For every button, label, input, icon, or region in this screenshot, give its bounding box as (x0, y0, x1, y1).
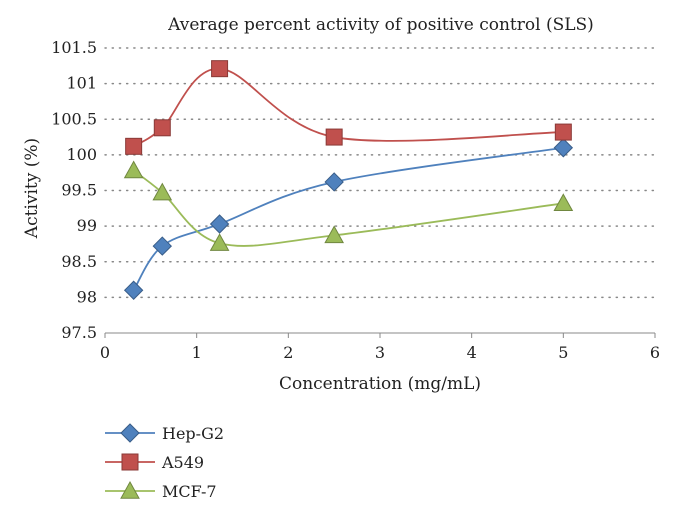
y-tick-label-98.5: 98.5 (61, 252, 97, 271)
data-point-hep-g2-0 (123, 280, 144, 300)
data-point-mcf-7-4 (553, 193, 574, 212)
y-tick-label-101: 101 (66, 74, 97, 93)
gridlines (104, 47, 656, 299)
series-hep-g2 (123, 138, 574, 300)
legend-label-hep-g2: Hep-G2 (162, 424, 224, 443)
legend-label-mcf-7: MCF-7 (162, 482, 217, 501)
x-tick-label-0: 0 (100, 343, 110, 362)
legend-entry-hep-g2: Hep-G2 (105, 423, 224, 443)
data-point-mcf-7-2 (209, 233, 230, 251)
series-line-mcf-7 (133, 169, 564, 247)
x-tick-label-5: 5 (558, 343, 568, 362)
data-point-hep-g2-4 (553, 138, 574, 158)
y-axis-label: Activity (%) (22, 138, 42, 239)
data-point-hep-g2-1 (152, 236, 172, 256)
series-mcf-7 (123, 160, 574, 251)
data-point-mcf-7-1 (152, 182, 173, 201)
legend-entry-a549: A549 (105, 453, 204, 472)
data-point-mcf-7-3 (324, 225, 345, 244)
series-a549 (125, 60, 572, 155)
y-tick-label-99.5: 99.5 (61, 181, 97, 200)
legend: Hep-G2 A549 MCF-7 (105, 423, 224, 501)
series-layer (123, 60, 574, 300)
y-tick-label-99: 99 (77, 216, 97, 235)
x-tick-label-1: 1 (192, 343, 202, 362)
y-tick-label-101.5: 101.5 (51, 38, 97, 57)
x-tick-label-4: 4 (467, 343, 477, 362)
x-tick-label-6: 6 (650, 343, 660, 362)
data-point-a549-2 (211, 60, 229, 78)
tick-labels: 97.5 98 98.5 99 99.5 100 100.5 101 101.5 0 1 2 3 4 5 6 (51, 38, 660, 362)
legend-marker-hep-g2 (120, 423, 140, 443)
y-tick-label-100: 100 (66, 145, 97, 164)
y-tick-label-98: 98 (77, 287, 97, 306)
legend-marker-mcf-7 (120, 480, 140, 499)
x-axis-label: Concentration (mg/mL) (279, 374, 481, 394)
data-point-hep-g2-3 (324, 172, 344, 192)
series-line-hep-g2 (132, 146, 564, 291)
y-tick-label-100.5: 100.5 (51, 109, 97, 128)
x-tick-label-2: 2 (283, 343, 293, 362)
chart-title: Average percent activity of positive con… (167, 15, 594, 35)
axes (104, 332, 656, 338)
legend-entry-mcf-7: MCF-7 (105, 480, 217, 501)
legend-label-a549: A549 (161, 453, 204, 472)
data-point-a549-1 (153, 119, 171, 137)
series-line-a549 (133, 67, 564, 148)
data-point-a549-4 (554, 123, 572, 141)
legend-marker-a549 (121, 453, 139, 471)
y-tick-label-97.5: 97.5 (61, 323, 97, 342)
x-tick-label-3: 3 (375, 343, 385, 362)
data-point-a549-0 (125, 137, 143, 155)
data-point-a549-3 (325, 128, 343, 146)
data-point-mcf-7-0 (123, 160, 144, 179)
data-point-hep-g2-2 (209, 214, 230, 234)
